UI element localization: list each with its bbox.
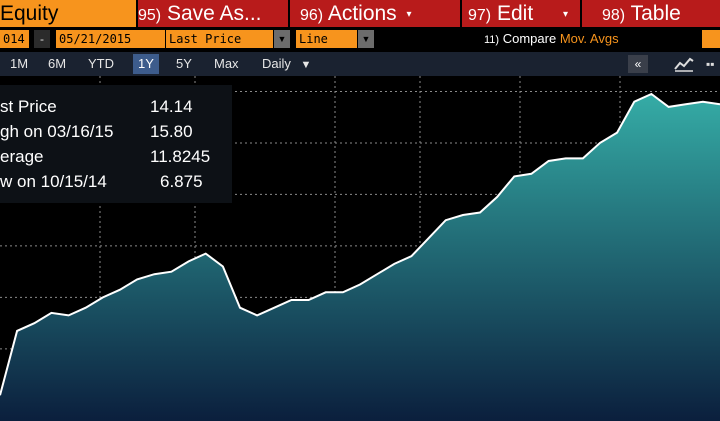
edit-label: Edit: [496, 2, 534, 25]
legend-row-low: w on 10/15/14 6.875: [0, 170, 232, 194]
chevron-down-icon: ▼: [300, 59, 312, 71]
actions-num: 96): [300, 7, 324, 24]
chevron-down-icon[interactable]: ▼: [358, 30, 374, 48]
period-6m[interactable]: 6M: [48, 56, 67, 71]
chart-style-select[interactable]: Line: [296, 30, 357, 48]
price-line: [0, 92, 720, 396]
compare-num: 11): [484, 34, 500, 46]
chevron-down-icon: ▾: [563, 8, 569, 20]
chevron-down-icon: ▾: [406, 8, 412, 20]
field-bar: 014 - 05/21/2015 Last Price ▼ Line ▼ 11)…: [0, 28, 720, 50]
save-as-num: 95): [138, 7, 162, 24]
frequency-label: Daily: [262, 56, 291, 71]
more-icon[interactable]: ▪▪: [706, 57, 715, 71]
legend-value: 6.875: [160, 172, 203, 191]
legend-row-average: erage 11.8245: [0, 145, 232, 169]
equity-label[interactable]: Equity: [0, 0, 136, 27]
command-bar: Equity 95) Save As... 96) Actions ▾ 97) …: [0, 0, 720, 27]
date-range-separator: -: [34, 30, 50, 48]
frequency-select[interactable]: Daily ▼: [262, 54, 311, 74]
table-menu[interactable]: 98) Table: [582, 0, 720, 27]
chevron-down-icon[interactable]: ▼: [274, 30, 290, 48]
line-chart-icon[interactable]: [673, 55, 695, 73]
chart-legend: st Price 14.14 gh on 03/16/15 15.80 erag…: [0, 85, 232, 203]
actions-label: Actions: [327, 2, 397, 25]
period-1y[interactable]: 1Y: [133, 54, 159, 74]
legend-label: gh on 03/16/15: [0, 122, 114, 141]
save-as-label: Save As...: [166, 2, 262, 25]
table-label: Table: [630, 2, 681, 25]
legend-label: st Price: [0, 97, 57, 116]
period-1m[interactable]: 1M: [10, 56, 29, 71]
legend-row-high: gh on 03/16/15 15.80: [0, 120, 232, 144]
legend-label: w on 10/15/14: [0, 172, 107, 191]
period-bar: 1M 6M YTD 1Y 5Y Max Daily ▼ « ▪▪: [0, 52, 720, 76]
legend-value: 14.14: [150, 97, 193, 116]
period-max[interactable]: Max: [214, 56, 239, 71]
legend-value: 15.80: [150, 122, 193, 141]
price-area: [0, 94, 720, 421]
price-field-select[interactable]: Last Price: [166, 30, 273, 48]
legend-value: 11.8245: [150, 147, 211, 166]
edit-menu[interactable]: 97) Edit ▾: [462, 0, 580, 27]
collapse-button[interactable]: «: [628, 55, 648, 73]
save-as-menu[interactable]: 95) Save As...: [138, 0, 288, 27]
period-5y[interactable]: 5Y: [176, 56, 192, 71]
actions-menu[interactable]: 96) Actions ▾: [290, 0, 460, 27]
period-ytd[interactable]: YTD: [88, 56, 114, 71]
field-end-block: [702, 30, 720, 48]
end-date-field[interactable]: 05/21/2015: [56, 30, 165, 48]
legend-label: erage: [0, 147, 44, 166]
compare-value: Mov. Avgs: [559, 31, 619, 46]
table-num: 98): [602, 7, 626, 24]
edit-num: 97): [468, 7, 492, 24]
legend-row-last-price: st Price 14.14: [0, 95, 232, 119]
start-date-field[interactable]: 014: [0, 30, 29, 48]
compare-label: Compare: [502, 31, 557, 46]
compare-control[interactable]: 11) Compare Mov. Avgs: [484, 30, 619, 49]
